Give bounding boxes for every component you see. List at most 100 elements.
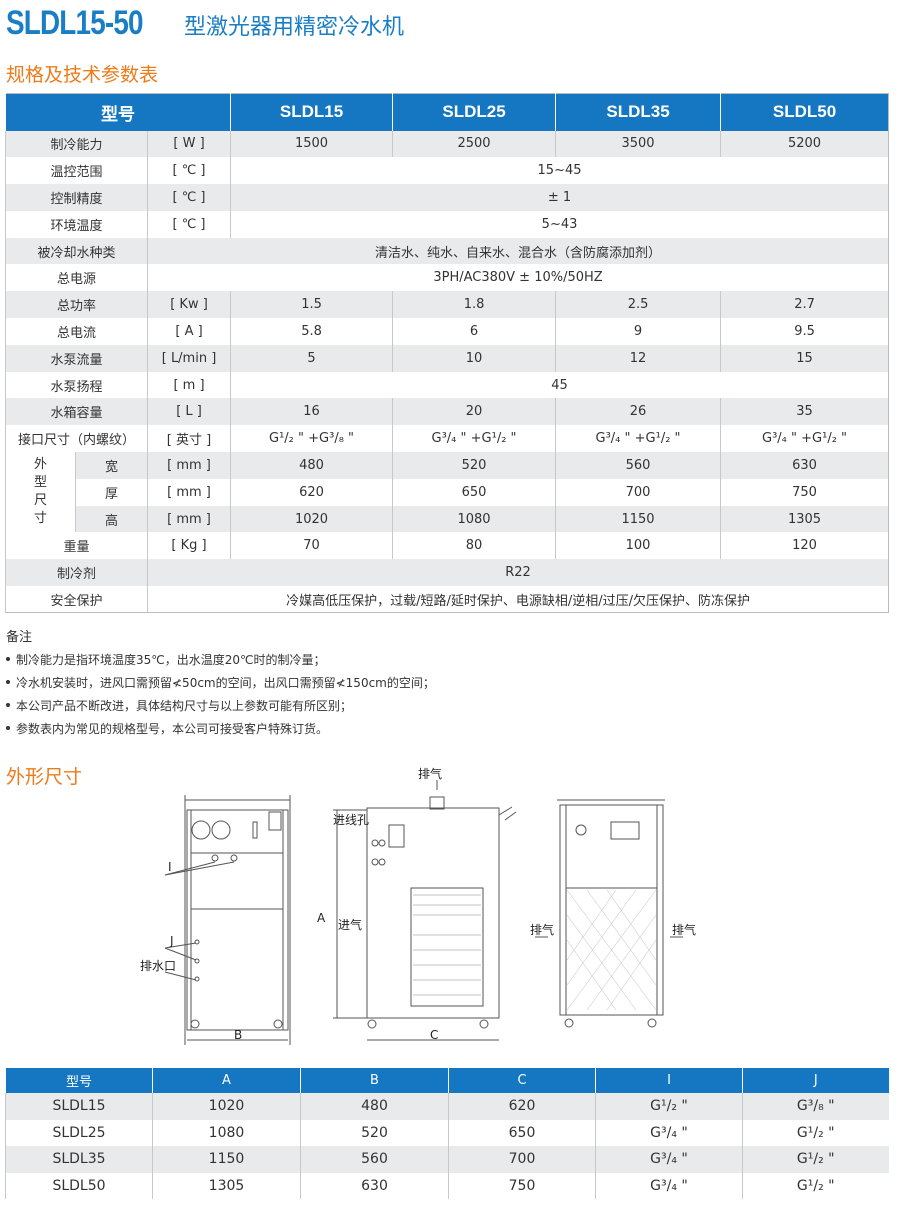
row-value: 1500 (230, 130, 393, 158)
dims-cell: G¹/₂ " (742, 1119, 889, 1146)
row-value: 3500 (555, 130, 721, 158)
row-label: 控制精度 (5, 184, 148, 211)
row-label: 总电源 (5, 264, 148, 292)
dims-cell: SLDL50 (5, 1172, 153, 1199)
group-label-outer-dimensions: 外型尺寸 (5, 452, 76, 533)
header-model: SLDL15 (230, 93, 393, 131)
title-model: SLDL15-50 (6, 4, 144, 42)
dims-cell: SLDL25 (5, 1119, 153, 1146)
label-exhaust-right: 排气 (672, 922, 696, 937)
spec-row: 外型尺寸宽[ mm ] 480 520 560 630 (5, 452, 889, 533)
spec-row: 制冷能力[ W ] 1500 2500 3500 5200 (5, 130, 889, 158)
dims-header: C (448, 1068, 596, 1093)
row-value-span: ± 1 (230, 184, 889, 211)
row-value: 520 (392, 452, 556, 479)
row-label: 温控范围 (5, 157, 148, 185)
row-value: G³/₄ " +G¹/₂ " (720, 425, 889, 453)
dims-row: SLDL50 1305 630 750 G³/₄ " G¹/₂ " (5, 1172, 889, 1199)
label-exhaust-top: 排气 (418, 766, 442, 781)
row-value: 10 (392, 344, 556, 372)
spec-row: 厚[ mm ] 620 650 700 750 (6, 478, 889, 506)
dims-header-row: 型号 A B C I J (5, 1068, 889, 1093)
label-inlet-hole: 进线孔 (333, 813, 369, 827)
row-unit: [ mm ] (146, 505, 231, 533)
dims-header: I (595, 1068, 743, 1093)
row-label: 宽 (75, 452, 148, 479)
row-value: 70 (230, 532, 393, 560)
row-value: G¹/₂ " +G³/₈ " (230, 425, 393, 453)
spec-row: 高[ mm ] 1020 1080 1150 1305 (6, 505, 889, 533)
spec-row: 重量[ Kg ] 70 80 100 120 (5, 532, 889, 560)
row-unit: [ W ] (146, 130, 231, 158)
spec-header-row: 型号 SLDL15 SLDL25 SLDL35 SLDL50 (4, 93, 889, 131)
row-value: 35 (720, 398, 889, 426)
spec-row: 总电流[ A ] 5.8 6 9 9.5 (5, 318, 889, 345)
note-item: 本公司产品不断改进，具体结构尺寸与以上参数可能有所区别； (6, 697, 435, 714)
row-label: 水箱容量 (5, 398, 148, 426)
dims-cell: 1150 (152, 1146, 301, 1173)
label-J: J (169, 934, 174, 948)
dims-cell: SLDL35 (5, 1146, 153, 1173)
row-value: 1.8 (392, 291, 556, 319)
dims-cell: 480 (300, 1093, 449, 1120)
dims-row: SLDL35 1150 560 700 G³/₄ " G¹/₂ " (5, 1146, 889, 1173)
dims-header: 型号 (5, 1068, 153, 1093)
spec-row: 温控范围[ ℃ ] 15~45 (5, 157, 889, 185)
header-model: SLDL25 (392, 93, 556, 131)
dims-cell: G³/₄ " (595, 1146, 743, 1173)
note-item: 冷水机安装时，进风口需预留≮50cm的空间，出风口需预留≮150cm的空间； (6, 674, 435, 691)
row-unit: [ Kw ] (146, 291, 231, 319)
dims-cell: 520 (300, 1119, 449, 1146)
row-label: 制冷能力 (5, 130, 148, 158)
row-label: 高 (75, 505, 148, 533)
dims-cell: 1020 (152, 1093, 301, 1120)
spec-row: 水箱容量[ L ] 16 20 26 35 (5, 398, 889, 426)
row-unit: [ ℃ ] (146, 184, 231, 211)
row-unit: [ mm ] (146, 478, 231, 506)
row-label: 接口尺寸（内螺纹） (5, 425, 148, 453)
row-value: 5.8 (230, 318, 393, 345)
row-value: 2500 (392, 130, 556, 158)
row-value-span: 3PH/AC380V ± 10%/50HZ (146, 264, 889, 292)
label-drain: 排水口 (140, 959, 176, 973)
row-label: 环境温度 (5, 210, 148, 238)
dims-header: J (742, 1068, 889, 1093)
row-label: 水泵流量 (5, 344, 148, 372)
dims-cell: 1305 (152, 1172, 301, 1199)
row-label: 总电流 (5, 318, 148, 345)
header-model: SLDL50 (720, 93, 889, 131)
row-value: 560 (555, 452, 721, 479)
label-I: I (168, 860, 172, 874)
dims-row: SLDL15 1020 480 620 G¹/₂ " G³/₈ " (5, 1093, 889, 1120)
dim-B: B (234, 1028, 242, 1042)
spec-row: 制冷剂 R22 (5, 559, 889, 587)
dims-header: B (300, 1068, 449, 1093)
row-value: 620 (230, 478, 393, 506)
row-value: 2.5 (555, 291, 721, 319)
dims-cell: G¹/₂ " (742, 1172, 889, 1199)
row-value: 480 (230, 452, 393, 479)
dims-row: SLDL25 1080 520 650 G³/₄ " G¹/₂ " (5, 1119, 889, 1146)
dims-cell: 560 (300, 1146, 449, 1173)
dims-table: 型号 A B C I J SLDL15 1020 480 620 G¹/₂ " G³/₈ … (5, 1068, 889, 1199)
row-value: G³/₄ " +G¹/₂ " (555, 425, 721, 453)
header-model: SLDL35 (555, 93, 721, 131)
row-label: 厚 (75, 478, 148, 506)
header-model-label: 型号 (4, 93, 231, 131)
row-value: 2.7 (720, 291, 889, 319)
spec-section-title: 规格及技术参数表 (6, 64, 159, 86)
dim-A: A (317, 911, 326, 925)
spec-row: 水泵流量[ L/min ] 5 10 12 15 (5, 344, 889, 372)
row-value: 1150 (555, 505, 721, 533)
spec-row: 总电源 3PH/AC380V ± 10%/50HZ (5, 264, 889, 292)
row-label: 重量 (5, 532, 148, 560)
row-value: 6 (392, 318, 556, 345)
dims-cell: G³/₄ " (595, 1172, 743, 1199)
row-value-span: 15~45 (230, 157, 889, 185)
row-unit: [ L/min ] (146, 344, 231, 372)
row-value: 5 (230, 344, 393, 372)
dim-C: C (430, 1028, 438, 1042)
front-view-drawing: I J 排水口 B 排气 进线孔 进气 A C 排气 排气 (140, 766, 696, 1045)
spec-table: 型号 SLDL15 SLDL25 SLDL35 SLDL50 制冷能力[ W ]… (4, 93, 890, 614)
row-value: 750 (720, 478, 889, 506)
